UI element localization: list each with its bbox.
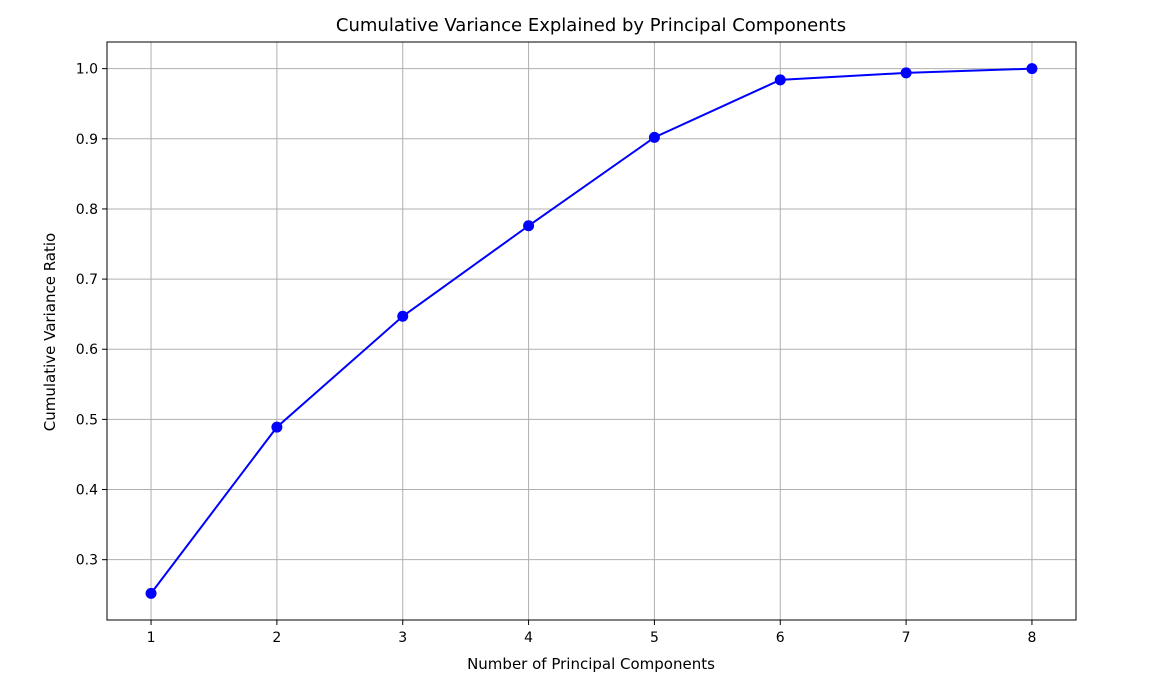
x-tick-label: 6 [776,630,785,646]
x-tick-label: 5 [650,630,659,646]
y-tick-label: 0.7 [76,272,98,288]
series-line [150,67,1032,594]
x-tick-label: 1 [147,630,156,646]
x-tick-label: 4 [524,630,533,646]
x-axis-label: Number of Principal Components [467,655,715,673]
y-tick-label: 0.8 [76,202,98,218]
data-point [648,131,660,143]
data-point [145,587,157,599]
chart-title: Cumulative Variance Explained by Princip… [336,15,846,36]
y-tick-label: 0.6 [76,342,98,358]
y-tick-label: 0.9 [76,132,98,148]
data-point [523,220,535,232]
axis-ticks: 1 2 3 4 5 6 7 8 0.3 0.4 0.5 0.6 0.7 0.8 0.9 1.0 [76,62,1037,646]
data-point [774,74,786,86]
data-point [397,310,409,322]
x-tick-label: 2 [272,630,281,646]
y-tick-label: 0.5 [76,412,98,428]
x-tick-label: 7 [902,630,911,646]
y-tick-label: 1.0 [76,62,98,78]
data-point [900,67,912,79]
x-tick-label: 8 [1027,630,1036,646]
data-point [271,421,283,433]
data-points [145,63,1038,599]
data-point [1026,63,1038,75]
plot-area-frame [106,41,1077,621]
x-tick-label: 3 [398,630,407,646]
y-tick-label: 0.4 [76,483,98,499]
y-axis-label: Cumulative Variance Ratio [41,233,59,431]
y-tick-label: 0.3 [76,553,98,569]
series-line-layer [150,67,1032,594]
grid-lines [107,42,1076,620]
